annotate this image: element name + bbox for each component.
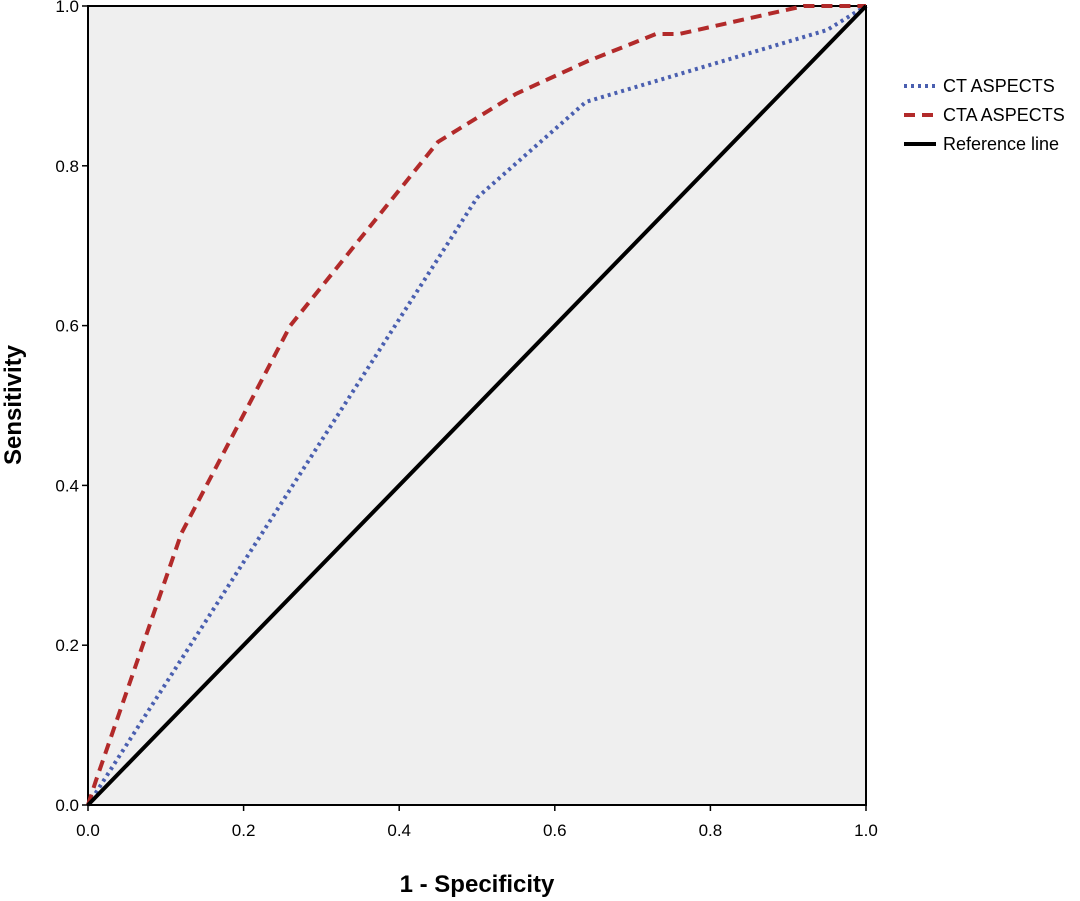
legend: CT ASPECTS CTA ASPECTS Reference line — [904, 76, 1065, 154]
legend-label-cta-aspects: CTA ASPECTS — [943, 105, 1065, 125]
x-tick-label: 0.0 — [76, 821, 100, 840]
y-tick-label: 0.0 — [55, 796, 79, 815]
axes-layer: 0.0 0.2 0.4 0.6 0.8 1.0 0.0 0.2 0.4 0.6 0.8 1.0 — [55, 0, 877, 840]
x-tick-label: 1.0 — [854, 821, 878, 840]
series-line-reference-line — [86, 4, 868, 807]
y-tick-label: 0.6 — [55, 317, 79, 336]
y-tick-label: 0.2 — [55, 636, 79, 655]
x-tick-label: 0.8 — [699, 821, 723, 840]
y-axis-title: Sensitivity — [0, 344, 27, 465]
x-tick-label: 0.2 — [232, 821, 256, 840]
y-tick-label: 1.0 — [55, 0, 79, 16]
x-tick-label: 0.6 — [543, 821, 567, 840]
legend-label-reference-line: Reference line — [943, 134, 1059, 154]
y-tick-label: 0.4 — [55, 476, 79, 495]
legend-label-ct-aspects: CT ASPECTS — [943, 76, 1055, 96]
x-tick-label: 0.4 — [387, 821, 411, 840]
x-axis-title: 1 - Specificity — [400, 871, 555, 898]
y-tick-label: 0.8 — [55, 157, 79, 176]
series-line-cta-aspects — [86, 4, 866, 806]
series-layer — [86, 4, 868, 807]
